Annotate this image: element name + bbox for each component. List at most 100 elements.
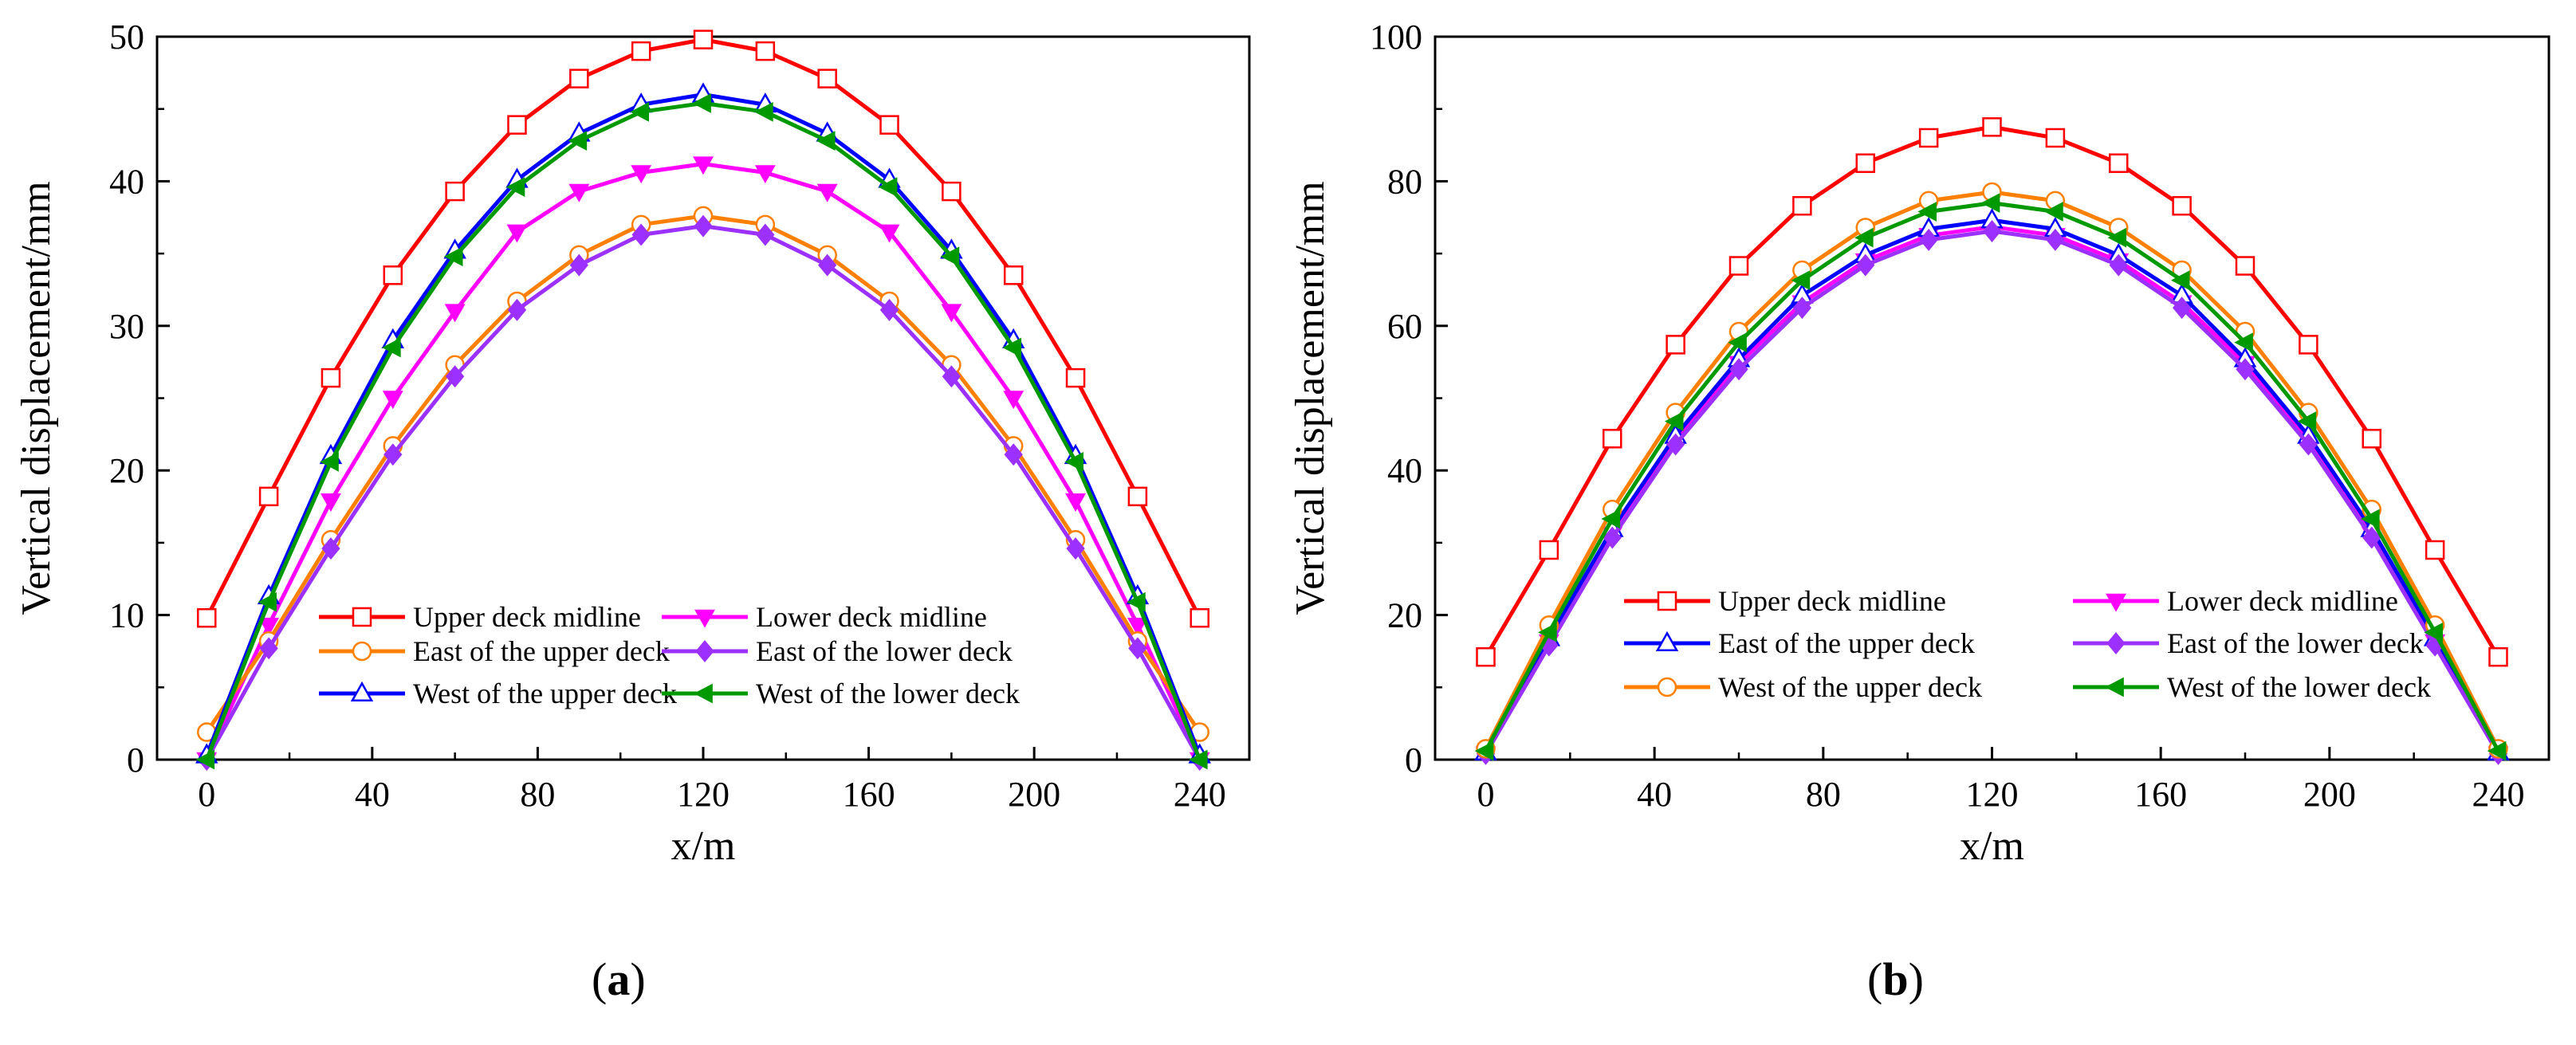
chart-b-point bbox=[1476, 646, 1496, 667]
chart-a-plot: 0 40 80 120 160 200 240 0 10 20 30 40 50 x/m Vertical … bbox=[14, 18, 1251, 869]
chart-a-point bbox=[817, 69, 837, 88]
chart-a-ytick-label: 10 bbox=[109, 596, 144, 635]
chart-a-point bbox=[259, 637, 278, 660]
chart-b-point bbox=[1854, 227, 1874, 248]
chart-b-point bbox=[2170, 270, 2190, 291]
chart-b-ytick-label: 0 bbox=[1405, 741, 1422, 780]
chart-a-point bbox=[754, 165, 776, 184]
chart-b-point bbox=[1728, 332, 1747, 353]
chart-b-point bbox=[2109, 153, 2129, 173]
chart-a-point bbox=[694, 214, 713, 238]
chart-b-point bbox=[1980, 193, 2000, 213]
chart-a-ytick-label: 20 bbox=[109, 451, 144, 490]
chart-b-legend-marker bbox=[1655, 631, 1679, 652]
chart-a-point bbox=[630, 101, 650, 122]
chart-b-point bbox=[2297, 411, 2317, 431]
chart-b-point bbox=[1601, 509, 1621, 529]
chart-b-xtick-label: 200 bbox=[2303, 775, 2356, 814]
chart-a-xlabel: x/m bbox=[671, 823, 736, 869]
chart-b-series-line bbox=[1484, 201, 2500, 752]
chart-b-point bbox=[2172, 195, 2192, 216]
chart-b-point bbox=[2107, 227, 2127, 248]
chart-b-ytick-label: 20 bbox=[1387, 596, 1422, 635]
chart-b-point bbox=[2234, 332, 2253, 353]
chart-a-point bbox=[1065, 367, 1086, 388]
chart-b-point bbox=[1982, 220, 2002, 242]
chart-b-point bbox=[1856, 253, 1875, 277]
chart-b-ylabel: Vertical displacement/mm bbox=[1288, 181, 1333, 615]
chart-a-legend-marker bbox=[352, 607, 372, 627]
chart-b-ytick-label: 60 bbox=[1387, 307, 1422, 346]
chart-b-legend-marker bbox=[2106, 593, 2126, 612]
chart-a-point bbox=[1127, 591, 1146, 612]
chart-a-legend-label: West of the lower deck bbox=[756, 678, 1020, 709]
chart-b-point bbox=[1664, 411, 1684, 431]
chart-a-point bbox=[568, 131, 588, 151]
chart-a-point bbox=[383, 443, 403, 466]
chart-a-xtick-label: 160 bbox=[843, 775, 895, 814]
chart-a-point bbox=[1003, 391, 1025, 410]
chart-a-xtick-label: 240 bbox=[1174, 775, 1226, 814]
chart-a-point bbox=[1004, 443, 1023, 466]
chart-b-xlabel: x/m bbox=[1960, 823, 2024, 869]
chart-a-point bbox=[258, 591, 277, 612]
chart-b-point bbox=[1855, 153, 1875, 173]
chart-a-point bbox=[631, 41, 651, 61]
chart-a-xtick-label: 200 bbox=[1008, 775, 1060, 814]
chart-a-point bbox=[1127, 486, 1148, 507]
chart-a-point bbox=[568, 183, 590, 202]
chart-b-legend-label: West of the lower deck bbox=[2167, 671, 2431, 703]
chart-b-point bbox=[1539, 540, 1559, 560]
chart-b-point bbox=[1791, 270, 1811, 291]
chart-a-xtick-label: 0 bbox=[198, 775, 215, 814]
chart-a-series-line bbox=[205, 224, 1201, 761]
chart-b-legend-marker bbox=[1657, 591, 1677, 611]
chart-b-legend-marker bbox=[1657, 677, 1677, 697]
chart-b-xtick-label: 0 bbox=[1477, 775, 1495, 814]
chart-a-point bbox=[443, 246, 463, 267]
chart-b-point bbox=[1729, 358, 1748, 381]
chart-a-point bbox=[1128, 637, 1147, 660]
chart-b-point bbox=[1728, 256, 1749, 276]
chart-b-legend-label: East of the lower deck bbox=[2167, 627, 2424, 659]
chart-b-point bbox=[1538, 622, 1557, 642]
chart-a-series-line bbox=[205, 37, 1201, 619]
chart-b-point bbox=[2487, 741, 2507, 761]
chart-a-point bbox=[1127, 617, 1148, 636]
panel-label-b: (b) bbox=[1867, 953, 1924, 1005]
chart-b-ytick-label: 40 bbox=[1387, 451, 1422, 490]
chart-a-point bbox=[197, 607, 217, 628]
chart-b-legend-label: Upper deck midline bbox=[1718, 585, 1946, 617]
chart-b-point bbox=[2236, 358, 2255, 381]
chart-a-legend-marker bbox=[350, 681, 374, 702]
chart-b-point bbox=[1666, 335, 1685, 355]
chart-a-point bbox=[382, 337, 401, 358]
chart-b-point bbox=[1917, 202, 1937, 222]
chart-a-point bbox=[506, 224, 528, 243]
chart-a-point bbox=[321, 367, 341, 388]
chart-a-point bbox=[754, 101, 773, 122]
chart-b-point bbox=[1792, 297, 1812, 320]
chart-a-point bbox=[942, 365, 962, 388]
chart-b-point bbox=[2362, 429, 2381, 449]
chart-a-point bbox=[693, 156, 714, 175]
chart-a-point bbox=[383, 265, 403, 285]
chart-b-point bbox=[2109, 253, 2128, 277]
chart-a-series-line bbox=[205, 162, 1201, 761]
chart-a-ytick-label: 0 bbox=[127, 741, 144, 780]
chart-a-point bbox=[445, 365, 465, 388]
chart-b-point bbox=[2299, 335, 2318, 355]
chart-b-point bbox=[2488, 646, 2508, 667]
chart-b-legend-marker bbox=[2106, 632, 2126, 654]
chart-a-series-line bbox=[204, 100, 1202, 760]
chart-b-point bbox=[2046, 228, 2065, 251]
chart-a-xtick-label: 40 bbox=[355, 775, 390, 814]
chart-a-point bbox=[444, 304, 466, 323]
chart-a-point bbox=[940, 246, 960, 267]
chart-a-point bbox=[569, 69, 589, 88]
chart-a-legend-marker bbox=[352, 641, 372, 662]
chart-a-point bbox=[879, 298, 899, 321]
chart-a-point bbox=[878, 177, 898, 198]
chart-b-point bbox=[2361, 509, 2380, 529]
